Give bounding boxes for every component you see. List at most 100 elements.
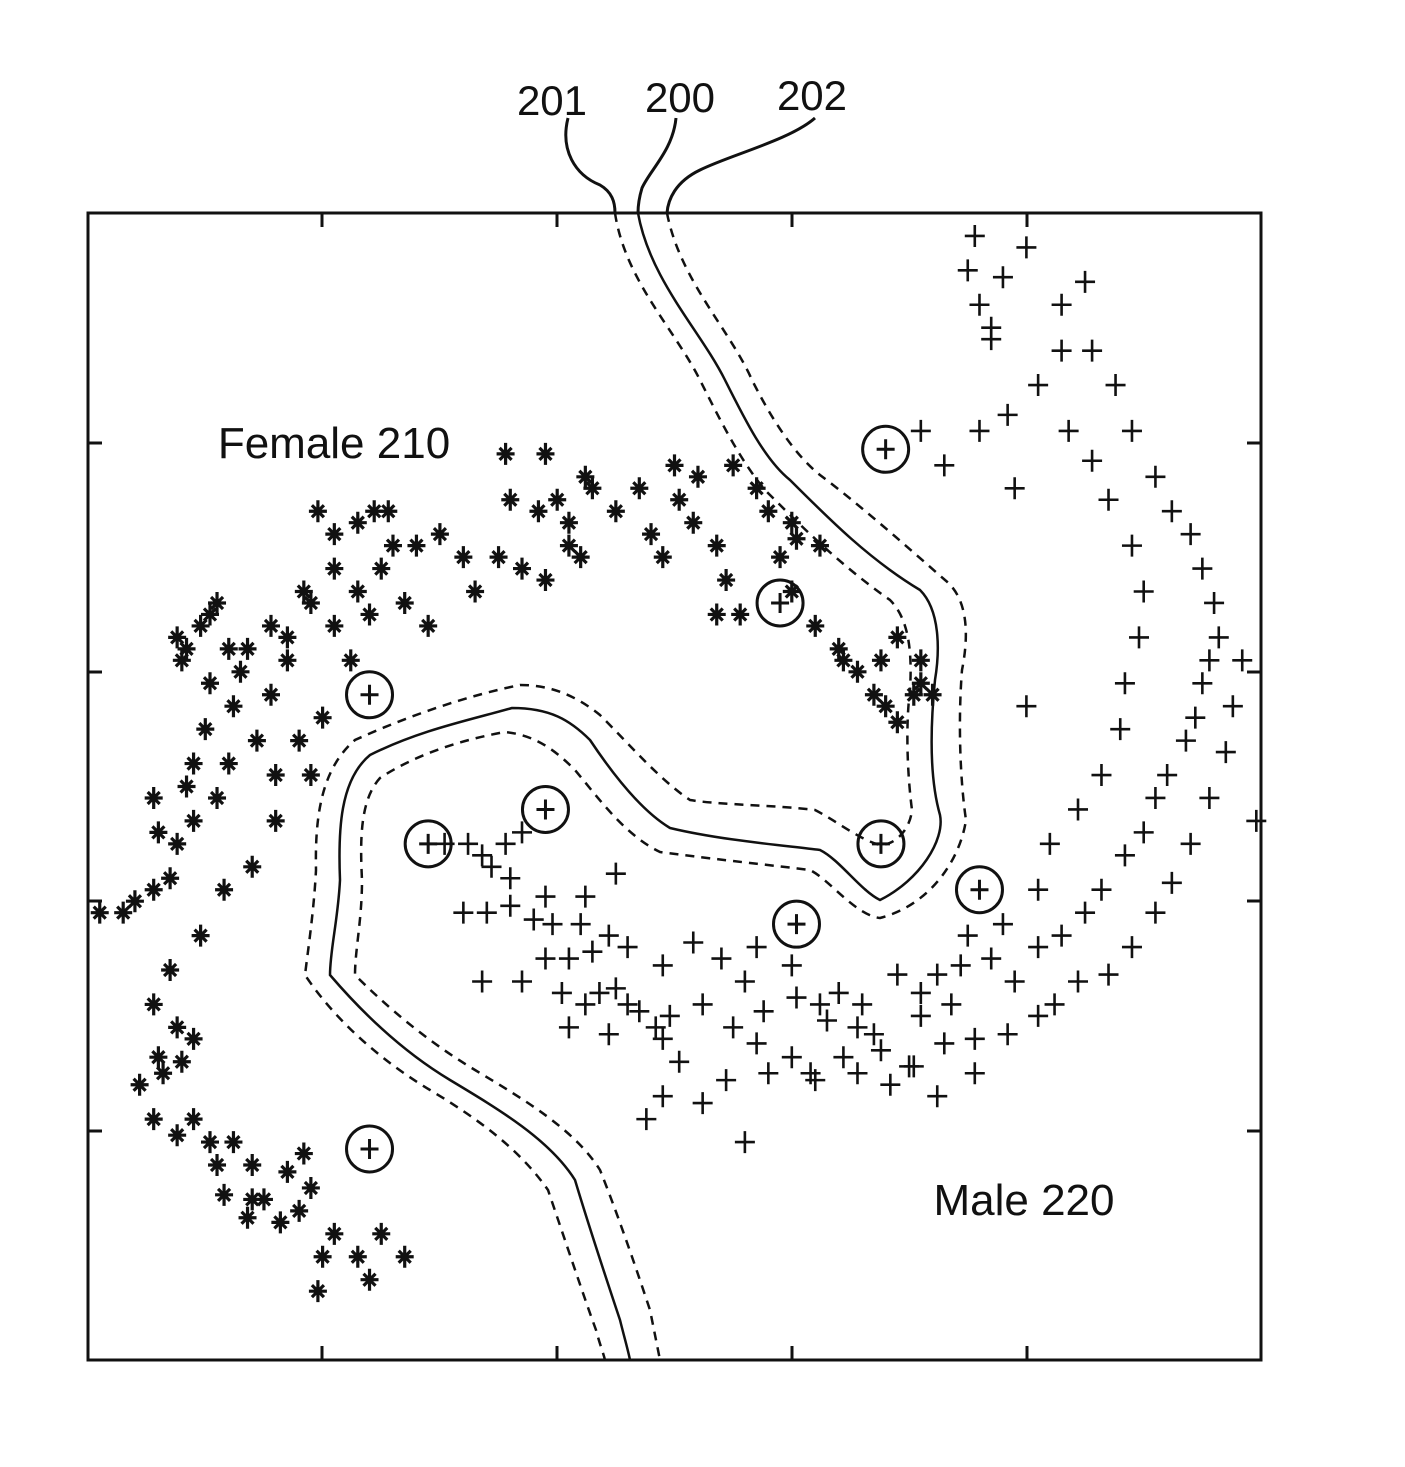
female-point-marker (294, 1142, 313, 1165)
male-point-marker (941, 993, 962, 1016)
female-point-marker (294, 580, 313, 603)
support-vector-cross (787, 914, 806, 935)
male-point-marker (1215, 741, 1236, 764)
male-point-marker (589, 981, 610, 1004)
support-vector-cross (771, 592, 790, 613)
male-point-marker (472, 844, 493, 867)
male-point-marker (652, 954, 673, 977)
female-point-marker (90, 901, 109, 924)
male-point-marker (1091, 764, 1112, 787)
region-label-female: Female 210 (218, 419, 450, 468)
leader-line-201 (564, 117, 617, 214)
female-point-marker (144, 878, 163, 901)
male-point-marker (1129, 626, 1150, 649)
female-point-marker (266, 764, 285, 787)
male-point-marker (934, 1032, 955, 1055)
female-point-marker (184, 752, 203, 775)
female-point-marker (707, 534, 726, 557)
male-point-marker (598, 924, 619, 947)
female-point-marker (208, 591, 227, 614)
male-point-marker (969, 293, 990, 316)
female-point-marker (536, 569, 555, 592)
male-point-marker (1044, 993, 1065, 1016)
male-point-marker (1121, 936, 1142, 959)
female-point-marker (325, 523, 344, 546)
support-vector-cross (876, 439, 895, 460)
female-point-marker (379, 500, 398, 523)
female-point-marker (782, 580, 801, 603)
male-point-marker (1004, 477, 1025, 500)
male-point-marker (570, 913, 591, 936)
support-vector-circle (520, 784, 570, 834)
female-point-marker (313, 706, 332, 729)
male-point-marker (472, 970, 493, 993)
female-point-marker (571, 546, 590, 569)
female-point-marker (513, 557, 532, 580)
female-point-marker (161, 867, 180, 890)
data-markers (90, 224, 1267, 1303)
male-point-marker (558, 947, 579, 970)
plot-frame (86, 211, 1263, 1362)
male-point-marker (927, 963, 948, 986)
male-point-marker (1121, 419, 1142, 442)
female-point-marker (168, 1016, 187, 1039)
female-point-marker (665, 454, 684, 477)
female-point-marker (149, 1046, 168, 1069)
female-point-marker (114, 901, 133, 924)
female-point-marker (184, 1027, 203, 1050)
male-point-marker (1175, 729, 1196, 752)
female-point-marker (208, 786, 227, 809)
male-point-marker (964, 224, 985, 247)
female-point-marker (125, 890, 144, 913)
support-vector-cross (360, 1138, 379, 1159)
female-point-marker (191, 614, 210, 637)
male-point-marker (1133, 580, 1154, 603)
male-point-marker (786, 986, 807, 1009)
male-point-marker (809, 993, 830, 1016)
female-point-marker (168, 832, 187, 855)
female-point-marker (419, 614, 438, 637)
male-point-marker (997, 1023, 1018, 1046)
female-point-marker (904, 683, 923, 706)
female-point-marker (529, 500, 548, 523)
female-point-marker (829, 637, 848, 660)
tick-marks (88, 213, 1261, 1360)
female-point-marker (219, 752, 238, 775)
male-point-marker (847, 1062, 868, 1085)
male-point-marker (964, 1027, 985, 1050)
female-point-marker (161, 959, 180, 982)
male-point-marker (692, 993, 713, 1016)
margin-202 (353, 212, 968, 1361)
male-point-marker (1204, 591, 1225, 614)
male-point-marker (512, 970, 533, 993)
female-point-marker (191, 924, 210, 947)
male-point-marker (746, 1032, 767, 1055)
female-point-marker (864, 683, 883, 706)
male-point-marker (1192, 557, 1213, 580)
female-point-marker (200, 672, 219, 695)
male-point-marker (1145, 901, 1166, 924)
male-point-marker (1068, 970, 1089, 993)
male-point-marker (453, 901, 474, 924)
female-point-marker (261, 614, 280, 637)
female-point-marker (313, 1245, 332, 1268)
male-point-marker (934, 454, 955, 477)
male-point-marker (636, 1108, 657, 1131)
male-point-marker (957, 259, 978, 282)
male-point-marker (629, 1000, 650, 1023)
male-point-marker (1016, 695, 1037, 718)
male-point-marker (683, 931, 704, 954)
male-point-marker (1133, 821, 1154, 844)
female-point-marker (360, 1268, 379, 1291)
female-point-marker (684, 511, 703, 534)
male-point-marker (847, 1016, 868, 1039)
female-point-marker (372, 1222, 391, 1245)
support-vector-circle (771, 899, 821, 949)
male-point-marker (1028, 878, 1049, 901)
female-point-marker (184, 809, 203, 832)
male-point-marker (781, 954, 802, 977)
male-point-marker (1114, 672, 1135, 695)
male-point-marker (992, 913, 1013, 936)
support-vector-circle (345, 1124, 395, 1174)
male-point-marker (1192, 672, 1213, 695)
